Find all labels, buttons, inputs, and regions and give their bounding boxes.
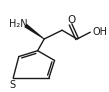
Text: O: O [67,15,76,25]
Polygon shape [24,24,44,39]
Text: H₂N: H₂N [9,19,27,29]
Text: S: S [9,80,15,90]
Text: OH: OH [92,27,107,37]
